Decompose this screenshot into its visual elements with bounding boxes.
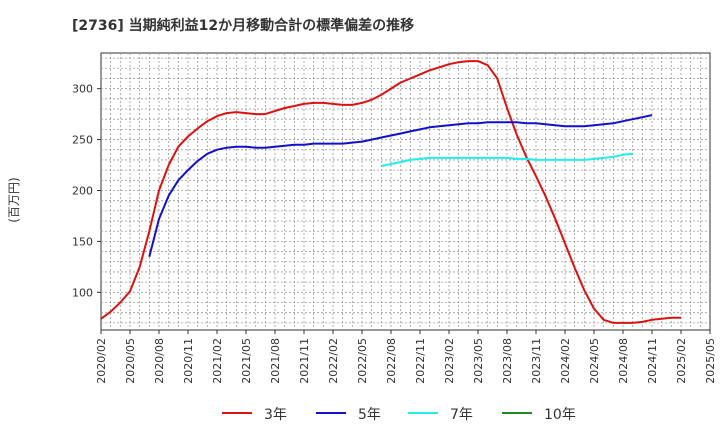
x-tick-label: 2020/02 [95, 338, 108, 384]
series-line-3年 [100, 60, 681, 324]
legend-label-7年: 7年 [450, 407, 473, 423]
y-tick-label: 300 [72, 83, 93, 96]
series-lines [100, 60, 681, 324]
x-tick-label: 2022/05 [356, 338, 369, 384]
series-line-7年 [381, 152, 633, 167]
axes: 100 150 200 250 300 2020/02 2020/05 2020/08 2020… [72, 83, 717, 384]
x-tick-label: 2023/05 [472, 338, 485, 384]
legend-label-5年: 5年 [358, 407, 381, 423]
legend: 3年 5年 7年 10年 [222, 407, 576, 423]
x-tick-label: 2021/08 [269, 338, 282, 384]
legend-label-3年: 3年 [264, 407, 287, 423]
chart-title: [2736] 当期純利益12か月移動合計の標準偏差の推移 [72, 17, 414, 34]
y-tick-label: 200 [72, 184, 93, 197]
y-tick-label: 250 [72, 134, 93, 147]
y-tick-label: 100 [72, 286, 93, 299]
x-tick-label: 2024/08 [617, 338, 630, 384]
x-tick-label: 2022/11 [414, 338, 427, 384]
legend-label-10年: 10年 [544, 407, 576, 423]
x-tick-label: 2023/08 [501, 338, 514, 384]
plot-area [100, 52, 711, 331]
x-tick-label: 2025/02 [675, 338, 688, 384]
x-tick-label: 2020/05 [124, 338, 137, 384]
x-tick-label: 2021/11 [298, 338, 311, 384]
x-tick-label: 2021/05 [240, 338, 253, 384]
x-tick-label: 2024/02 [559, 338, 572, 384]
x-tick-label: 2024/11 [646, 338, 659, 384]
x-tick-label: 2024/05 [588, 338, 601, 384]
y-tick-label: 150 [72, 235, 93, 248]
x-tick-label: 2025/05 [704, 338, 717, 384]
x-tick-label: 2023/02 [443, 338, 456, 384]
x-tick-label: 2020/08 [153, 338, 166, 384]
x-tick-label: 2022/02 [327, 338, 340, 384]
x-tick-label: 2021/02 [211, 338, 224, 384]
x-tick-label: 2022/08 [385, 338, 398, 384]
series-line-5年 [148, 114, 653, 257]
x-tick-label: 2023/11 [530, 338, 543, 384]
y-axis-label: (百万円) [7, 177, 21, 222]
x-tick-label: 2020/11 [182, 338, 195, 384]
